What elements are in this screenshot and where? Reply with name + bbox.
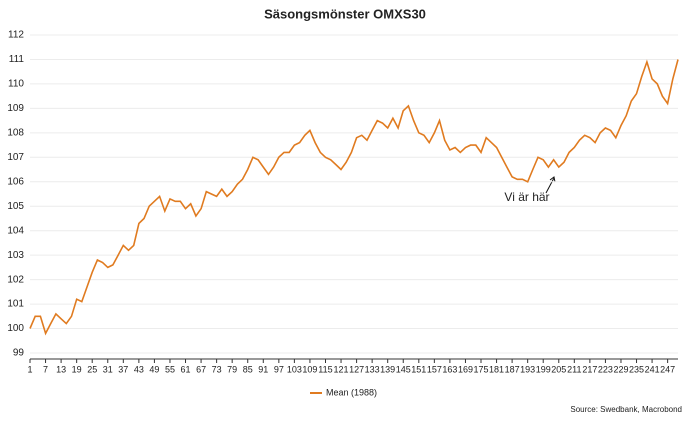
y-tick-label: 109: [7, 103, 24, 114]
x-tick-label: 43: [134, 364, 144, 374]
x-tick-label: 67: [196, 364, 206, 374]
x-tick-label: 55: [165, 364, 175, 374]
x-tick-label: 235: [629, 364, 644, 374]
x-tick-label: 109: [302, 364, 317, 374]
x-tick-label: 79: [227, 364, 237, 374]
x-tick-label: 151: [411, 364, 426, 374]
x-tick-label: 223: [598, 364, 613, 374]
x-tick-label: 7: [43, 364, 48, 374]
x-tick-label: 241: [645, 364, 660, 374]
x-tick-label: 49: [149, 364, 159, 374]
x-tick-label: 229: [613, 364, 628, 374]
y-tick-label: 110: [8, 79, 24, 90]
x-tick-label: 163: [442, 364, 457, 374]
x-tick-label: 31: [103, 364, 113, 374]
x-tick-label: 139: [380, 364, 395, 374]
data-line: [29, 59, 679, 336]
x-tick-label: 85: [243, 364, 253, 374]
x-tick-label: 199: [536, 364, 551, 374]
x-tick-label: 127: [349, 364, 364, 374]
x-tick-label: 181: [489, 364, 504, 374]
legend-label: Mean (1988): [326, 387, 377, 397]
x-tick-label: 73: [212, 364, 222, 374]
x-tick-label: 103: [287, 364, 302, 374]
y-tick-label: 102: [7, 274, 24, 285]
y-tick-label: 106: [7, 176, 24, 187]
x-tick-label: 247: [660, 364, 675, 374]
y-tick-label: 105: [7, 201, 24, 212]
x-tick-label: 175: [473, 364, 488, 374]
x-tick-label: 187: [505, 364, 520, 374]
y-tick-label: 107: [7, 152, 24, 163]
x-tick-label: 169: [458, 364, 473, 374]
x-tick-label: 91: [258, 364, 268, 374]
y-tick-label: 101: [7, 299, 24, 310]
x-tick-label: 37: [118, 364, 128, 374]
x-tick-label: 1: [27, 364, 32, 374]
y-tick-label: 99: [13, 348, 25, 359]
y-tick-label: 111: [9, 54, 25, 65]
x-tick-label: 121: [334, 364, 349, 374]
x-tick-label: 13: [56, 364, 66, 374]
y-tick-label: 112: [8, 30, 24, 41]
x-tick-label: 133: [365, 364, 380, 374]
source: Source: Swedbank, Macrobond: [570, 405, 682, 414]
x-tick-label: 211: [567, 364, 581, 374]
chart-title: Säsongsmönster OMXS30: [264, 6, 426, 21]
x-tick-label: 19: [72, 364, 82, 374]
x-tick-label: 205: [551, 364, 566, 374]
x-tick-label: 157: [427, 364, 442, 374]
y-tick-label: 108: [7, 127, 24, 138]
x-tick-label: 61: [181, 364, 191, 374]
x-tick-label: 145: [396, 364, 411, 374]
y-tick-label: 104: [7, 225, 24, 236]
x-tick-label: 97: [274, 364, 284, 374]
x-tick-label: 115: [318, 364, 332, 374]
annotation: Vi är här: [504, 190, 549, 204]
y-tick-label: 100: [7, 323, 24, 334]
annotation-arrow: [545, 177, 555, 194]
x-tick-label: 25: [87, 364, 97, 374]
x-tick-label: 217: [582, 364, 597, 374]
y-tick-label: 103: [7, 250, 24, 261]
x-tick-label: 193: [520, 364, 535, 374]
annotation-arrowhead: [549, 176, 556, 183]
